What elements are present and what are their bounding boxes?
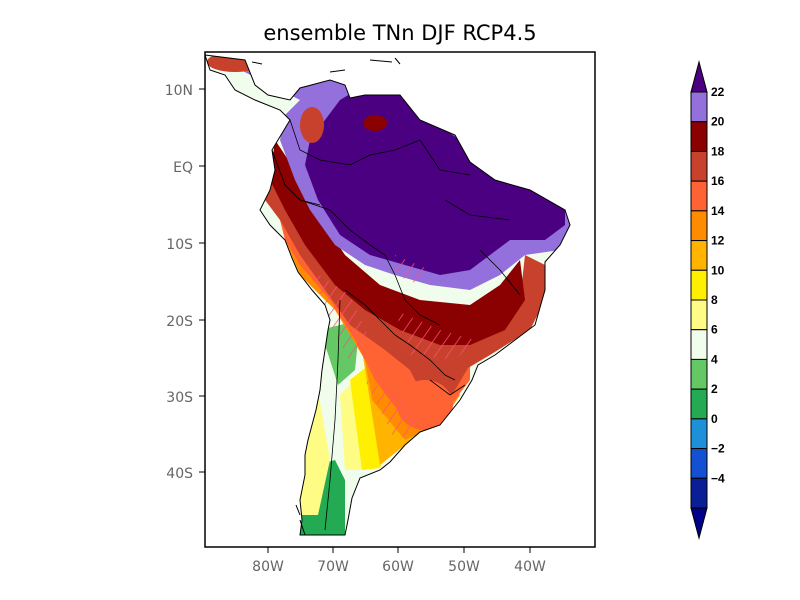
significance-hatching-pampas	[365, 380, 420, 440]
lon-tick-label: 70W	[317, 559, 349, 575]
border-brazil-states	[479, 249, 521, 296]
colorbar-label: −2	[711, 442, 725, 456]
lat-tick-label: 10S	[166, 237, 193, 253]
caribbean-islands	[251, 57, 401, 73]
map-frame	[204, 51, 596, 548]
border-peru-brazil	[299, 199, 386, 256]
colorbar-segment	[690, 240, 708, 271]
field-hotspot-colombia	[300, 107, 324, 143]
coastline-path	[205, 54, 571, 536]
colorbar-label: 2	[711, 382, 718, 396]
colorbar-arrow-top	[690, 60, 708, 93]
colorbar-segment	[690, 91, 708, 123]
colorbar-segment	[690, 418, 708, 450]
border-bolivia-south	[344, 289, 396, 336]
colorbar-segment	[690, 299, 708, 331]
colorbar-label: 20	[711, 115, 725, 129]
colorbar-segment	[690, 329, 708, 360]
colorbar-label: 8	[711, 293, 718, 307]
colorbar-segment	[690, 388, 708, 420]
coastline	[205, 54, 571, 536]
border-guyanas	[419, 139, 471, 176]
colorbar-segment	[690, 150, 708, 182]
colorbar-label: 0	[711, 412, 718, 426]
colorbar-segment	[690, 448, 708, 479]
lon-tick-label: 40W	[514, 559, 546, 575]
significance-hatching-bolivia	[395, 255, 430, 285]
significance-hatching-andes	[312, 270, 370, 365]
border-colombia-venezuela	[289, 119, 421, 166]
colorbar-segment	[690, 358, 708, 390]
country-borders	[271, 119, 521, 531]
colorbar-label: −4	[711, 471, 725, 485]
field-darkred	[270, 140, 525, 345]
colorbar-label: 18	[711, 144, 725, 158]
colorbar-segment	[690, 477, 708, 509]
border-bolivia-brazil	[384, 254, 441, 326]
significance-hatching-parana	[395, 310, 475, 360]
border-brazil-north	[444, 199, 511, 221]
border-paraguay	[394, 334, 456, 381]
colorbar-segment	[690, 121, 708, 152]
lat-tick-label: 30S	[166, 390, 193, 406]
colorbar-segment	[690, 269, 708, 301]
lon-tick-label: 80W	[252, 559, 284, 575]
colorbar-label: 14	[711, 204, 725, 218]
map-title: ensemble TNn DJF RCP4.5	[263, 21, 536, 45]
lon-tick-label: 50W	[448, 559, 480, 575]
colorbar-label: 12	[711, 234, 725, 248]
field-hotspot-venezuela	[363, 115, 387, 131]
colorbar-arrow-bottom	[690, 507, 708, 540]
colorbar-label: 10	[711, 263, 725, 277]
lat-tick-label: 20S	[166, 314, 193, 330]
lat-tick-label: 40S	[166, 466, 193, 482]
colorbar-label: 22	[711, 85, 725, 99]
field-darkpurple	[305, 88, 565, 275]
colorbar-segment	[690, 210, 708, 242]
lon-tick-label: 60W	[382, 559, 414, 575]
border-uruguay	[429, 379, 466, 396]
southern-islands	[295, 504, 306, 536]
colorbar-label: 4	[711, 352, 718, 366]
latitude-axis: 10N EQ 10S 20S 30S 40S	[165, 83, 205, 482]
longitude-axis: 80W 70W 60W 50W 40W	[252, 547, 546, 575]
border-chile-argentina	[324, 299, 341, 531]
border-ecuador	[271, 149, 321, 206]
lat-tick-label: EQ	[173, 160, 193, 176]
colorbar-label: 16	[711, 174, 725, 188]
field-red	[265, 160, 545, 420]
colorbar-segment	[690, 180, 708, 212]
colorbar-label: 6	[711, 323, 718, 337]
lat-tick-label: 10N	[165, 83, 193, 99]
